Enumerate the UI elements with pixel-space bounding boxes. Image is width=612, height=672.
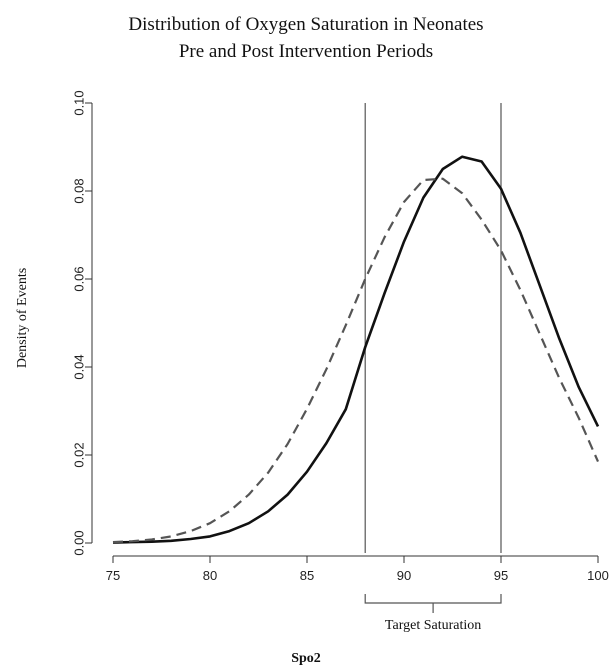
x-axis: 75 80 85 90 95 100: [106, 555, 609, 583]
target-bracket: [364, 594, 502, 604]
x-axis-label: Spo2: [291, 651, 321, 666]
series-layer: [112, 155, 600, 544]
x-tick-label: 75: [106, 568, 120, 583]
target-range-lines: [364, 103, 502, 553]
series-line-dashed: [112, 177, 600, 544]
series-line-solid: [112, 155, 600, 544]
y-tick-label: 0.08: [72, 178, 87, 203]
target-saturation-annotation: Target Saturation: [364, 594, 502, 633]
chart-subtitle: Pre and Post Intervention Periods: [179, 41, 433, 62]
y-tick-label: 0.00: [72, 530, 87, 555]
x-tick-label: 100: [587, 568, 609, 583]
x-tick-label: 80: [203, 568, 217, 583]
y-axis: 0.00 0.02 0.04 0.06 0.08 0.10: [72, 90, 93, 556]
y-axis-label: Density of Events: [15, 268, 30, 368]
x-tick-label: 95: [494, 568, 508, 583]
y-tick-label: 0.06: [72, 266, 87, 291]
y-tick-label: 0.02: [72, 442, 87, 467]
chart-title: Distribution of Oxygen Saturation in Neo…: [128, 14, 483, 35]
y-tick-label: 0.04: [72, 354, 87, 379]
x-tick-label: 85: [300, 568, 314, 583]
target-saturation-label: Target Saturation: [385, 618, 481, 633]
x-tick-label: 90: [397, 568, 411, 583]
y-tick-label: 0.10: [72, 90, 87, 115]
